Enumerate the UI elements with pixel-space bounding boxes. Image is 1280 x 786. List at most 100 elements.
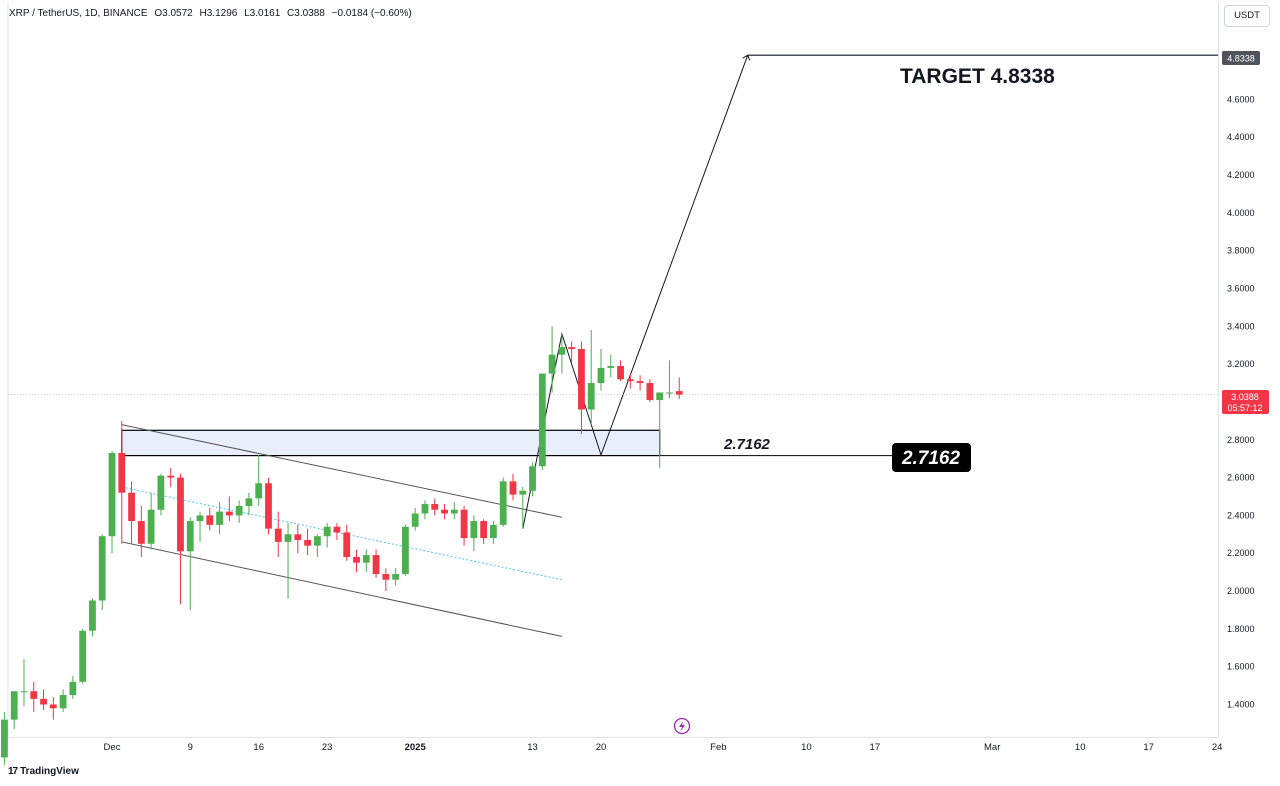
candle[interactable]	[108, 451, 116, 554]
candle[interactable]	[402, 524, 409, 576]
candle[interactable]	[675, 377, 683, 399]
close-value: C3.0388	[287, 8, 325, 19]
candle[interactable]	[597, 348, 605, 391]
y-tick-label: 2.8000	[1227, 435, 1255, 445]
candle[interactable]	[323, 522, 331, 548]
candle[interactable]	[255, 454, 263, 506]
candle[interactable]	[40, 689, 47, 711]
candle[interactable]	[186, 517, 194, 610]
support-zone[interactable]	[121, 429, 661, 457]
candle-body	[284, 534, 292, 542]
candle[interactable]	[118, 420, 126, 544]
candle[interactable]	[98, 534, 106, 610]
candle[interactable]	[421, 500, 429, 520]
chart-header: XRP / TetherUS, 1D, BINANCE O3.0572 H3.1…	[9, 8, 416, 19]
candle-body	[431, 504, 439, 510]
candle[interactable]	[333, 522, 341, 540]
last-price-tag	[1222, 390, 1269, 414]
candle[interactable]	[666, 360, 673, 399]
candle[interactable]	[538, 373, 546, 471]
candle[interactable]	[392, 568, 400, 586]
candle-body	[118, 452, 126, 493]
candle[interactable]	[382, 568, 390, 592]
candle[interactable]	[284, 522, 292, 599]
candle[interactable]	[617, 360, 624, 382]
candle[interactable]	[441, 504, 448, 520]
candle[interactable]	[79, 628, 87, 684]
candle[interactable]	[460, 505, 468, 546]
candle[interactable]	[1, 712, 8, 766]
level-annotation[interactable]: 2.7162	[723, 436, 771, 453]
candle[interactable]	[470, 515, 478, 552]
candle[interactable]	[353, 549, 360, 573]
candle[interactable]	[519, 487, 527, 529]
lightning-icon[interactable]	[673, 717, 691, 735]
candle[interactable]	[30, 681, 38, 713]
candle[interactable]	[529, 462, 536, 497]
candle[interactable]	[343, 524, 351, 561]
candle[interactable]	[225, 496, 233, 522]
candle[interactable]	[431, 498, 439, 516]
candle[interactable]	[490, 521, 497, 544]
candle-body	[617, 366, 624, 380]
candle-body	[538, 373, 546, 467]
projection-path[interactable]	[522, 55, 749, 529]
symbol-label[interactable]: XRP / TetherUS, 1D, BINANCE	[9, 8, 148, 19]
candle[interactable]	[362, 549, 370, 573]
candle[interactable]	[372, 549, 380, 578]
candle[interactable]	[578, 341, 585, 435]
candle[interactable]	[304, 528, 311, 556]
candle[interactable]	[509, 473, 517, 501]
candle[interactable]	[59, 689, 67, 713]
candle[interactable]	[480, 519, 488, 544]
target-annotation[interactable]: TARGET 4.8338	[900, 65, 1055, 88]
candle[interactable]	[411, 507, 419, 531]
bar-countdown: 05:57:12	[1227, 403, 1262, 413]
candle[interactable]	[20, 659, 28, 707]
candle[interactable]	[235, 500, 243, 523]
candle[interactable]	[499, 477, 507, 527]
level-box[interactable]	[892, 443, 971, 472]
candle[interactable]	[157, 473, 165, 516]
candle[interactable]	[626, 373, 634, 389]
candle[interactable]	[167, 468, 175, 488]
candle-body	[186, 521, 194, 552]
candle[interactable]	[216, 502, 223, 535]
candle[interactable]	[49, 696, 57, 720]
candle[interactable]	[265, 477, 272, 535]
candle-body	[597, 367, 605, 384]
candle[interactable]	[587, 330, 595, 425]
candle-body	[235, 505, 243, 516]
candle-body	[382, 574, 390, 580]
currency-button[interactable]: USDT	[1224, 5, 1270, 27]
candle[interactable]	[450, 502, 458, 520]
candle[interactable]	[147, 492, 155, 550]
candle[interactable]	[128, 481, 135, 544]
candle[interactable]	[607, 354, 615, 378]
candle[interactable]	[69, 676, 77, 699]
candle[interactable]	[294, 524, 302, 554]
candle[interactable]	[196, 511, 204, 542]
tradingview-logo[interactable]: 17 TradingView	[8, 766, 79, 777]
candle[interactable]	[245, 492, 253, 516]
channel-mid-line[interactable]	[121, 486, 562, 581]
candle[interactable]	[137, 505, 145, 558]
candle[interactable]	[274, 511, 282, 558]
candle[interactable]	[636, 375, 644, 391]
candle[interactable]	[89, 598, 96, 637]
x-tick-label: 24	[1212, 742, 1223, 753]
candle[interactable]	[568, 341, 576, 363]
candle[interactable]	[656, 392, 664, 469]
candle[interactable]	[313, 534, 321, 558]
candle-body	[372, 555, 380, 575]
channel-lower-line[interactable]	[121, 541, 562, 637]
candle[interactable]	[646, 379, 654, 402]
candle[interactable]	[206, 507, 214, 531]
candle[interactable]	[558, 333, 566, 374]
candle[interactable]	[548, 326, 556, 393]
candle[interactable]	[10, 691, 18, 730]
candle[interactable]	[177, 473, 184, 605]
channel-upper-line[interactable]	[121, 424, 562, 518]
candle-body	[128, 492, 135, 522]
